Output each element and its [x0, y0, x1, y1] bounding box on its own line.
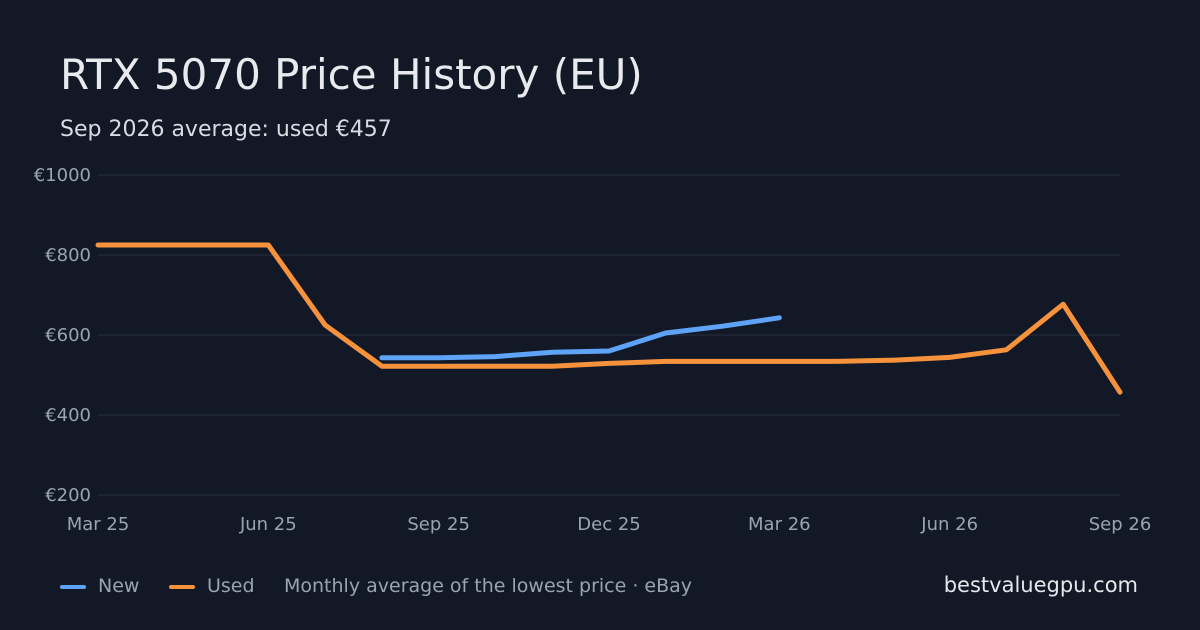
legend-new-label: New — [98, 575, 140, 597]
series-line-used — [95, 242, 1123, 395]
y-tick-label: €200 — [45, 485, 91, 506]
legend-note: Monthly average of the lowest price · eB… — [284, 575, 693, 597]
y-tick-label: €1000 — [34, 165, 91, 186]
chart-subtitle: Sep 2026 average: used €457 — [60, 117, 392, 142]
y-tick-label: €400 — [45, 405, 91, 426]
legend-new-swatch — [60, 585, 86, 589]
y-tick-label: €600 — [45, 325, 91, 346]
x-tick-label: Jun 25 — [239, 514, 297, 535]
brand-logo-text[interactable]: bestvaluegpu.com — [943, 573, 1138, 597]
x-tick-label: Jun 26 — [920, 514, 978, 535]
x-tick-label: Mar 26 — [748, 514, 811, 535]
x-tick-label: Sep 26 — [1089, 514, 1152, 535]
y-tick-label: €800 — [45, 245, 91, 266]
chart-title: RTX 5070 Price History (EU) — [60, 50, 643, 99]
x-tick-label: Sep 25 — [407, 514, 470, 535]
x-tick-label: Dec 25 — [577, 514, 640, 535]
legend-used-swatch — [169, 585, 195, 589]
series-line-new — [379, 315, 782, 361]
legend-used-label: Used — [207, 575, 255, 597]
x-tick-label: Mar 25 — [67, 514, 130, 535]
